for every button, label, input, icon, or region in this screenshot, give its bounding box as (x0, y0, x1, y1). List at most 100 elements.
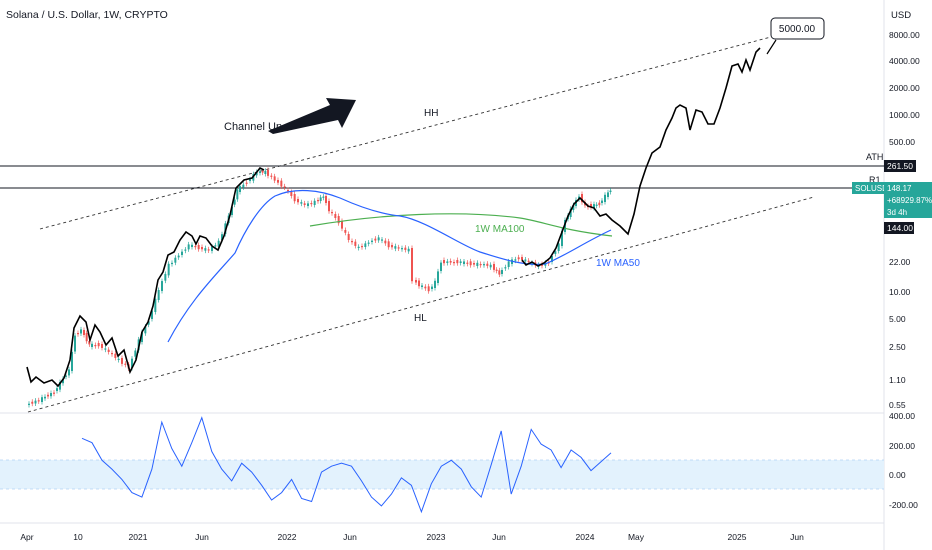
ma50-line[interactable] (167, 189, 612, 343)
price-axis[interactable]: 8000.00 4000.00 2000.00 1000.00 500.00 22.00 1… (889, 30, 920, 410)
candle-body (498, 270, 501, 275)
candle-body (415, 280, 417, 283)
price-tick-label: 1.10 (889, 375, 906, 385)
candle-body (37, 400, 40, 402)
candle-body (68, 369, 70, 376)
time-tick-label: Jun (790, 532, 804, 542)
candle-body (337, 216, 340, 224)
candle-body (197, 245, 200, 250)
candle-body (387, 241, 390, 248)
candle-body (463, 261, 465, 264)
candle-body (157, 290, 160, 300)
target-label: 5000.00 (779, 24, 816, 35)
target-callout[interactable] (770, 17, 825, 40)
time-axis[interactable]: Apr 10 2021 Jun 2022 Jun 2023 Jun 2024 May 2025 Jun (20, 532, 804, 542)
candle-body (507, 261, 510, 267)
candle-body (174, 257, 177, 263)
time-tick-label: 2023 (427, 532, 446, 542)
candle-body (91, 343, 93, 347)
channel-up-arrow[interactable] (268, 98, 356, 134)
time-tick-label: 2024 (576, 532, 595, 542)
candlestick-series (28, 167, 612, 408)
annotation-channel: Channel Up (224, 121, 282, 133)
candle-body (517, 257, 520, 260)
candle-body (259, 171, 261, 173)
price-tick-label: 10.00 (889, 287, 911, 297)
time-tick-label: Jun (492, 532, 506, 542)
channel-top-line[interactable] (39, 31, 791, 230)
cci-line[interactable] (81, 416, 612, 514)
candle-body (77, 333, 79, 335)
candle-body (504, 267, 507, 269)
candle-body (28, 403, 30, 405)
candle-body (401, 248, 403, 250)
candle-body (261, 171, 264, 173)
annotation-hl: HL (414, 313, 427, 324)
cci-axis[interactable]: 400.00 200.00 0.00 -200.00 (889, 411, 918, 510)
candle-body (476, 262, 479, 266)
candle-body (59, 382, 61, 390)
candle-body (300, 202, 303, 204)
price-badge-change: +68929.87% (887, 196, 932, 205)
candle-body (501, 270, 503, 274)
candle-body (303, 203, 306, 205)
candle-body (167, 263, 170, 276)
price-badge (884, 182, 932, 218)
candle-body (80, 329, 82, 334)
candle-body (331, 212, 333, 214)
candle-body (56, 388, 58, 391)
candle-body (489, 264, 492, 268)
candle-body (483, 264, 485, 266)
candle-body (446, 261, 449, 263)
symbol-badge-label: SOLUSD (855, 184, 888, 193)
time-tick-label: 2025 (728, 532, 747, 542)
candle-body (325, 196, 327, 203)
candle-body (107, 349, 110, 352)
candle-body (437, 271, 439, 283)
candle-body (601, 200, 603, 203)
ma100-line[interactable] (309, 213, 613, 237)
candle-body (453, 262, 455, 264)
hl-badge-label: 144.00 (887, 223, 913, 233)
candle-body (85, 333, 88, 342)
time-tick-label: 2021 (129, 532, 148, 542)
candle-body (101, 344, 103, 348)
price-tick-label: 1000.00 (889, 110, 920, 120)
candle-body (371, 240, 373, 242)
candle-body (41, 397, 43, 402)
candle-body (287, 190, 289, 192)
candle-body (493, 264, 495, 270)
candle-body (569, 208, 572, 217)
candle-body (531, 262, 533, 264)
time-tick-label: Jun (195, 532, 209, 542)
candle-body (344, 230, 347, 233)
candle-body (581, 194, 583, 203)
candle-body (347, 234, 350, 240)
cci-tick-label: 200.00 (889, 441, 915, 451)
candle-body (154, 298, 157, 312)
price-tick-label: 5.00 (889, 314, 906, 324)
candle-body (83, 330, 85, 335)
candle-body (47, 394, 49, 397)
candle-body (187, 244, 190, 250)
candle-body (177, 255, 180, 258)
candle-body (541, 264, 543, 266)
candle-body (361, 246, 363, 248)
candle-body (367, 242, 370, 244)
candle-body (334, 214, 337, 218)
projection-line[interactable] (26, 166, 265, 388)
candle-body (221, 234, 223, 240)
candle-body (171, 262, 173, 265)
candle-body (270, 175, 273, 177)
candle-body (65, 375, 67, 377)
candle-body (147, 321, 150, 325)
candle-body (184, 249, 187, 251)
candle-body (431, 286, 433, 289)
candle-body (554, 251, 557, 254)
candle-body (351, 241, 353, 243)
candle-body (357, 246, 360, 248)
channel-bottom-line[interactable] (27, 196, 815, 413)
candle-body (486, 263, 489, 266)
candle-body (264, 170, 267, 174)
